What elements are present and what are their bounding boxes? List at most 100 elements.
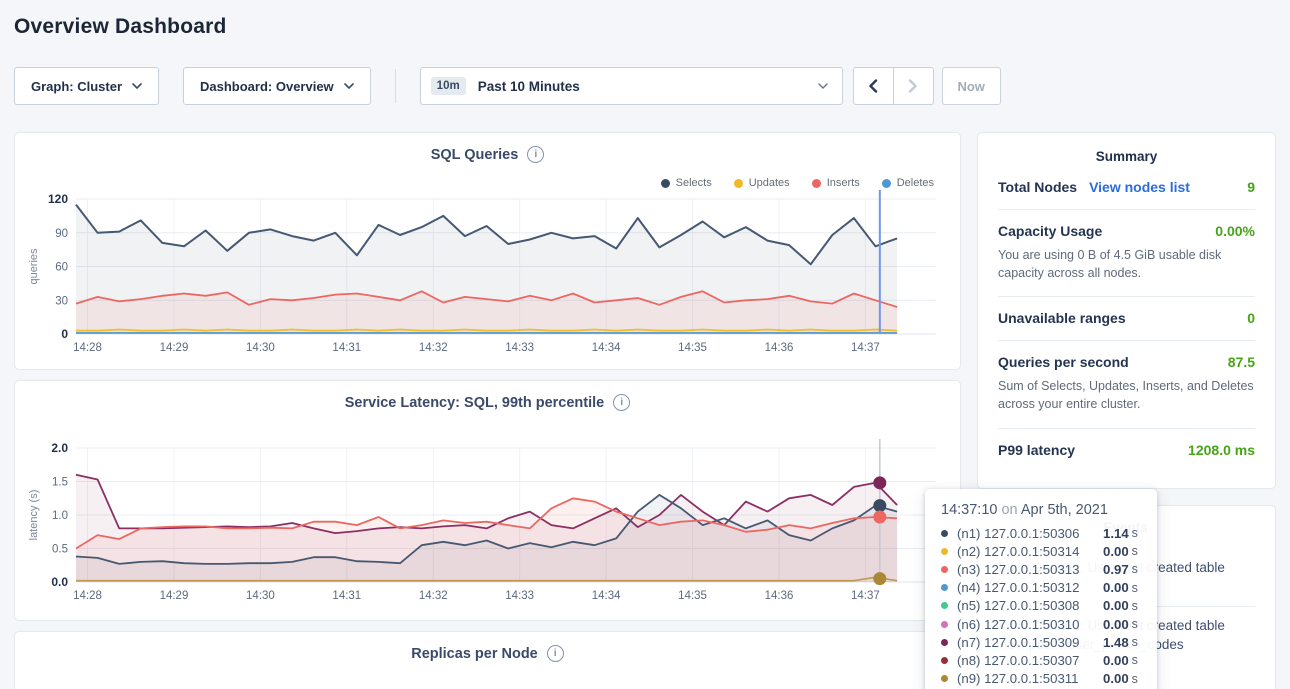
service-latency-panel: Service Latency: SQL, 99th percentile i …	[14, 380, 961, 621]
svg-text:2.0: 2.0	[51, 441, 68, 455]
tooltip-node-unit: s	[1131, 617, 1138, 632]
dashboard-controls: Graph: Cluster Dashboard: Overview 10m P…	[14, 67, 1276, 105]
svg-text:14:30: 14:30	[246, 342, 275, 354]
summary-item: P99 latency 1208.0 ms	[998, 429, 1255, 472]
view-nodes-link[interactable]: View nodes list	[1089, 179, 1190, 195]
dashboard-select-dropdown[interactable]: Dashboard: Overview	[183, 67, 371, 105]
tooltip-node-value: 0.00	[1103, 543, 1129, 559]
svg-text:0.0: 0.0	[51, 575, 68, 589]
sql-queries-chart[interactable]: 14:28 14:29 14:30 14:31 14:32 14:33 14:34 14:35…	[15, 133, 960, 369]
info-icon[interactable]: i	[527, 146, 545, 163]
legend-dot	[660, 178, 670, 188]
series-color-dot	[941, 547, 948, 555]
legend-item-inserts[interactable]: Inserts	[811, 177, 860, 189]
controls-divider	[394, 69, 396, 103]
tooltip-row: (n3) 127.0.0.1:50313 0.97 s	[941, 560, 1143, 578]
chevron-right-icon	[908, 79, 917, 93]
svg-text:1.0: 1.0	[52, 510, 68, 522]
tooltip-node-label: (n6) 127.0.0.1:50310	[957, 616, 1080, 632]
time-range-picker[interactable]: 10m Past 10 Minutes	[419, 67, 843, 105]
legend-item-selects[interactable]: Selects	[660, 177, 712, 189]
series-color-dot	[941, 565, 948, 573]
summary-item: Queries per second 87.5 Sum of Selects, …	[998, 341, 1255, 429]
tooltip-node-value: 0.00	[1103, 616, 1129, 632]
prev-time-button[interactable]	[852, 67, 894, 105]
summary-value: 87.5	[1227, 354, 1255, 371]
svg-text:queries: queries	[28, 248, 40, 285]
chevron-left-icon	[869, 79, 878, 93]
summary-item: Unavailable ranges 0	[998, 297, 1255, 342]
svg-text:0: 0	[61, 327, 68, 341]
svg-text:14:37: 14:37	[851, 342, 880, 354]
chart-header: Replicas per Node i	[15, 645, 960, 662]
time-range-badge: 10m	[430, 77, 466, 95]
tooltip-row: (n2) 127.0.0.1:50314 0.00 s	[941, 542, 1143, 560]
svg-text:0.5: 0.5	[52, 544, 68, 556]
svg-text:14:29: 14:29	[160, 342, 189, 354]
summary-description: You are using 0 B of 4.5 GiB usable disk…	[998, 248, 1222, 281]
chart-legend: Selects Updates Inserts Deletes	[660, 177, 934, 189]
summary-description: Sum of Selects, Updates, Inserts, and De…	[998, 379, 1254, 412]
svg-text:120: 120	[48, 192, 68, 206]
legend-dot	[881, 178, 891, 188]
chevron-down-icon	[343, 82, 354, 89]
legend-item-deletes[interactable]: Deletes	[881, 177, 934, 189]
svg-text:14:32: 14:32	[419, 342, 448, 354]
legend-item-updates[interactable]: Updates	[733, 177, 790, 189]
svg-text:14:28: 14:28	[73, 590, 102, 602]
tooltip-node-unit: s	[1131, 598, 1138, 613]
svg-text:14:37: 14:37	[851, 590, 880, 602]
tooltip-node-label: (n9) 127.0.0.1:50311	[957, 671, 1079, 687]
tooltip-row: (n1) 127.0.0.1:50306 1.14 s	[941, 524, 1143, 542]
tooltip-node-label: (n2) 127.0.0.1:50314	[957, 543, 1080, 559]
tooltip-node-unit: s	[1131, 635, 1138, 650]
summary-title: Summary	[1095, 149, 1158, 164]
chart-header: Service Latency: SQL, 99th percentile i	[15, 394, 960, 411]
graph-scope-label: Graph: Cluster	[31, 78, 123, 94]
summary-value: 0.00%	[1215, 223, 1255, 239]
legend-label: Deletes	[896, 177, 934, 189]
summary-items: Total Nodes View nodes list 9 Capacity U…	[998, 166, 1255, 472]
tooltip-row: (n5) 127.0.0.1:50308 0.00 s	[941, 597, 1143, 615]
summary-value: 0	[1247, 310, 1255, 327]
tooltip-node-value: 1.48	[1103, 634, 1129, 650]
summary-label: Queries per second	[998, 354, 1129, 371]
tooltip-rows: (n1) 127.0.0.1:50306 1.14 s (n2) 127.0.0…	[941, 524, 1143, 688]
chart-title: Replicas per Node	[411, 645, 538, 662]
tooltip-node-label: (n3) 127.0.0.1:50313	[957, 561, 1080, 577]
tooltip-node-label: (n4) 127.0.0.1:50312	[957, 580, 1080, 596]
tooltip-node-value: 1.14	[1103, 525, 1129, 541]
chart-header: SQL Queries i	[15, 146, 960, 163]
summary-label: P99 latency	[998, 441, 1076, 458]
tooltip-node-label: (n1) 127.0.0.1:50306	[957, 525, 1080, 541]
graph-scope-dropdown[interactable]: Graph: Cluster	[14, 67, 160, 105]
svg-text:14:32: 14:32	[419, 590, 448, 602]
tooltip-row: (n8) 127.0.0.1:50307 0.00 s	[941, 651, 1143, 669]
series-color-dot	[941, 529, 948, 537]
info-icon[interactable]: i	[546, 645, 564, 662]
series-color-dot	[941, 620, 948, 628]
chart-title: SQL Queries	[430, 146, 519, 163]
charts-column: SQL Queries i Selects Updates Inserts De…	[14, 132, 961, 689]
chart-title: Service Latency: SQL, 99th percentile	[344, 394, 605, 411]
now-button[interactable]: Now	[941, 67, 1001, 105]
series-color-dot	[941, 675, 948, 683]
tooltip-node-unit: s	[1131, 671, 1138, 686]
next-time-button[interactable]	[892, 67, 934, 105]
series-color-dot	[941, 656, 948, 664]
service-latency-chart[interactable]: 14:28 14:29 14:30 14:31 14:32 14:33 14:34 14:35…	[15, 381, 960, 620]
svg-text:1.5: 1.5	[52, 477, 68, 489]
summary-value: 1208.0 ms	[1188, 441, 1255, 458]
svg-text:14:36: 14:36	[765, 590, 794, 602]
svg-text:60: 60	[55, 262, 68, 274]
page-title: Overview Dashboard	[14, 15, 227, 38]
chevron-down-icon	[817, 82, 828, 89]
svg-text:14:30: 14:30	[246, 590, 275, 602]
tooltip-node-unit: s	[1131, 526, 1138, 541]
info-icon[interactable]: i	[613, 394, 631, 411]
tooltip-node-value: 0.00	[1103, 671, 1129, 687]
legend-label: Updates	[748, 177, 790, 189]
svg-text:14:34: 14:34	[592, 342, 621, 354]
tooltip-node-unit: s	[1131, 562, 1138, 577]
tooltip-node-unit: s	[1131, 544, 1138, 559]
